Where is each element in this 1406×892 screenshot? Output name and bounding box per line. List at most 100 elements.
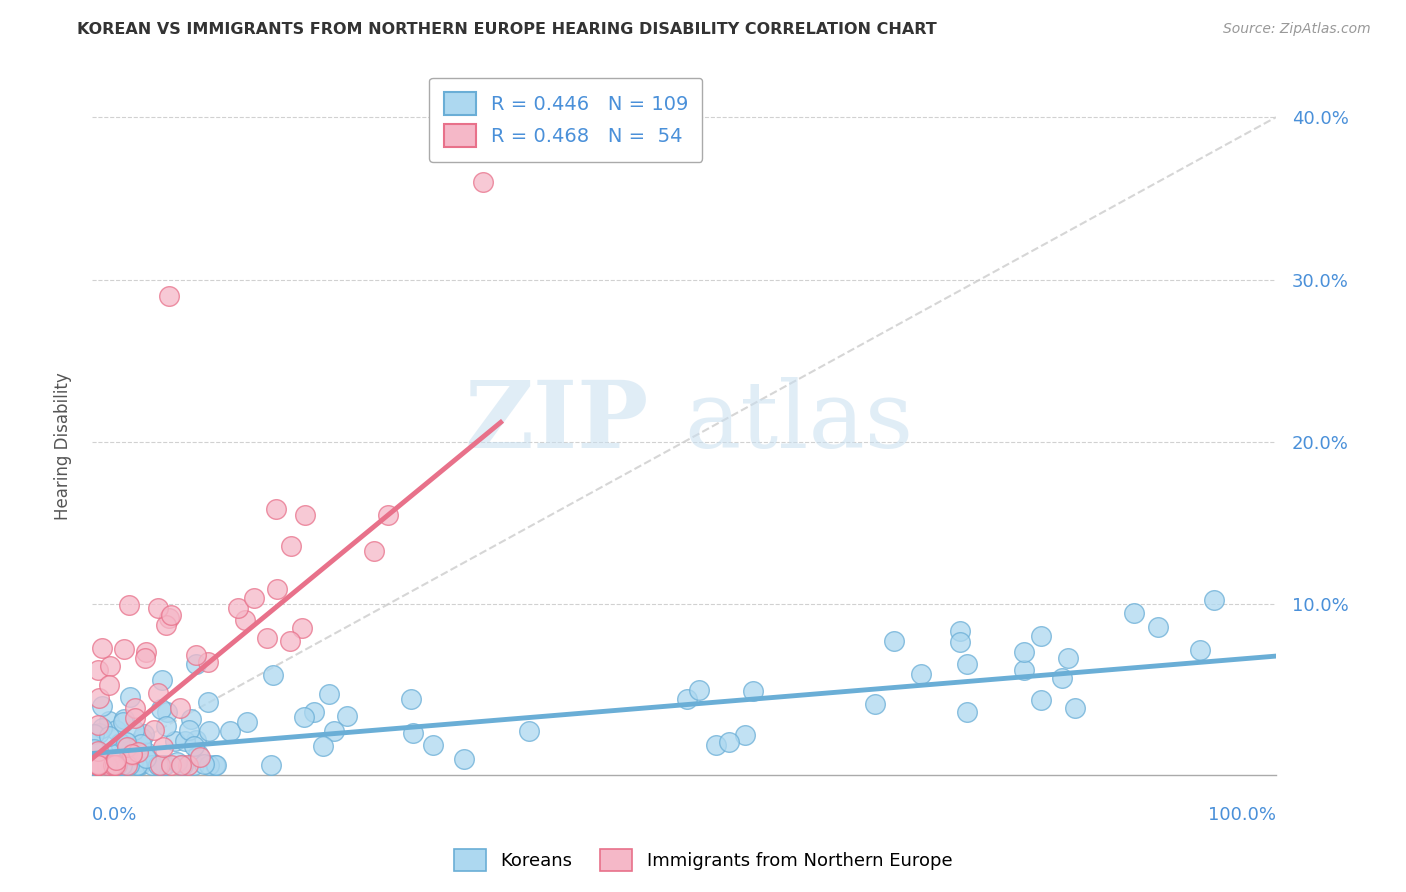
Point [956, 706, 979, 720]
Point [111, 757, 134, 772]
Point [110, 757, 132, 772]
Point [910, 666, 932, 681]
Point [101, 757, 124, 772]
Point [198, 723, 221, 738]
Point [159, 757, 181, 772]
Point [105, 723, 128, 738]
Point [87, 726, 110, 740]
Point [105, 743, 128, 757]
Point [87, 757, 110, 772]
Point [1189, 642, 1212, 657]
Point [105, 757, 128, 772]
Point [115, 757, 138, 772]
Point [197, 694, 219, 708]
Point [1014, 663, 1036, 677]
Point [87, 663, 110, 677]
Point [112, 738, 135, 752]
Point [98, 746, 121, 760]
Point [97, 677, 120, 691]
Point [135, 745, 157, 759]
Point [236, 714, 259, 729]
Point [422, 739, 444, 753]
Point [292, 710, 315, 724]
Point [134, 726, 156, 740]
Point [184, 648, 207, 663]
Point [124, 700, 146, 714]
Point [90, 721, 112, 735]
Legend: R = 0.446   N = 109, R = 0.468   N =  54: R = 0.446 N = 109, R = 0.468 N = 54 [429, 78, 703, 161]
Point [118, 690, 141, 704]
Point [110, 735, 132, 749]
Point [83, 757, 105, 772]
Point [150, 702, 173, 716]
Point [131, 731, 153, 745]
Point [121, 747, 143, 762]
Point [262, 668, 284, 682]
Point [112, 712, 135, 726]
Point [197, 757, 219, 772]
Point [153, 757, 176, 772]
Point [97, 757, 120, 772]
Point [159, 608, 181, 623]
Point [1012, 645, 1035, 659]
Point [218, 723, 240, 738]
Point [87, 691, 110, 706]
Point [135, 752, 157, 766]
Point [183, 739, 205, 753]
Point [180, 712, 202, 726]
Text: atlas: atlas [685, 376, 914, 467]
Text: Hearing Disability: Hearing Disability [55, 372, 72, 520]
Point [120, 742, 142, 756]
Point [453, 752, 475, 766]
Point [112, 642, 135, 657]
Point [675, 692, 697, 706]
Point [87, 757, 110, 772]
Text: ZIP: ZIP [464, 376, 648, 467]
Point [193, 756, 215, 771]
Text: KOREAN VS IMMIGRANTS FROM NORTHERN EUROPE HEARING DISABILITY CORRELATION CHART: KOREAN VS IMMIGRANTS FROM NORTHERN EUROP… [77, 22, 936, 37]
Point [129, 757, 152, 772]
Point [256, 631, 278, 645]
Point [91, 641, 114, 656]
Point [87, 744, 110, 758]
Point [110, 750, 132, 764]
Point [170, 757, 193, 772]
Point [98, 659, 121, 673]
Point [278, 634, 301, 648]
Point [323, 724, 346, 739]
Point [1029, 629, 1052, 643]
Point [1057, 651, 1080, 665]
Point [83, 741, 105, 756]
Point [128, 754, 150, 768]
Point [121, 747, 143, 762]
Point [177, 757, 200, 772]
Point [197, 655, 219, 669]
Point [517, 723, 540, 738]
Point [259, 757, 281, 772]
Point [104, 757, 127, 772]
Point [226, 601, 249, 615]
Point [84, 757, 107, 772]
Point [318, 687, 340, 701]
Point [122, 723, 145, 737]
Point [83, 727, 105, 741]
Point [1123, 606, 1146, 620]
Point [169, 701, 191, 715]
Point [152, 673, 174, 688]
Point [170, 757, 193, 772]
Point [87, 717, 110, 731]
Point [377, 508, 399, 522]
Point [184, 733, 207, 747]
Point [336, 708, 359, 723]
Point [399, 691, 422, 706]
Point [280, 539, 302, 553]
Point [105, 753, 128, 767]
Point [264, 501, 287, 516]
Point [90, 698, 112, 713]
Point [148, 601, 170, 615]
Point [155, 718, 177, 732]
Point [949, 635, 972, 649]
Point [188, 749, 211, 764]
Point [153, 757, 176, 772]
Point [84, 757, 107, 772]
